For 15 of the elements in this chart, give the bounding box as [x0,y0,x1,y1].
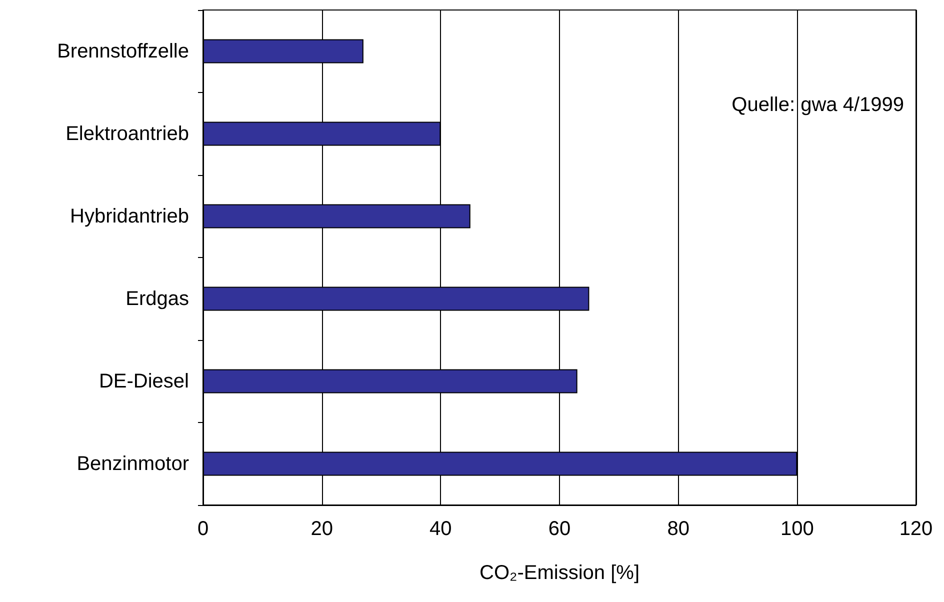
y-tick-label: Brennstoffzelle [57,40,189,62]
y-tick-label: Erdgas [126,288,189,310]
y-tick-label: Benzinmotor [76,452,190,475]
y-tick-label: DE-Diesel [98,370,189,392]
x-tick-label: 60 [548,518,571,540]
x-tick-label: 40 [430,518,452,540]
y-tick-label: Elektroantrieb [66,122,189,145]
y-tick-label: Hybridantrieb [70,205,189,228]
annotation: Quelle: gwa 4/1999 [732,94,904,116]
x-tick-label: 0 [197,518,209,540]
x-tick-label: 80 [667,518,690,540]
x-tick-label: 120 [899,518,933,540]
x-tick-label: 100 [780,518,814,540]
x-tick-label: 20 [310,518,333,540]
x-axis-title: CO₂-Emission [%] [479,562,640,584]
